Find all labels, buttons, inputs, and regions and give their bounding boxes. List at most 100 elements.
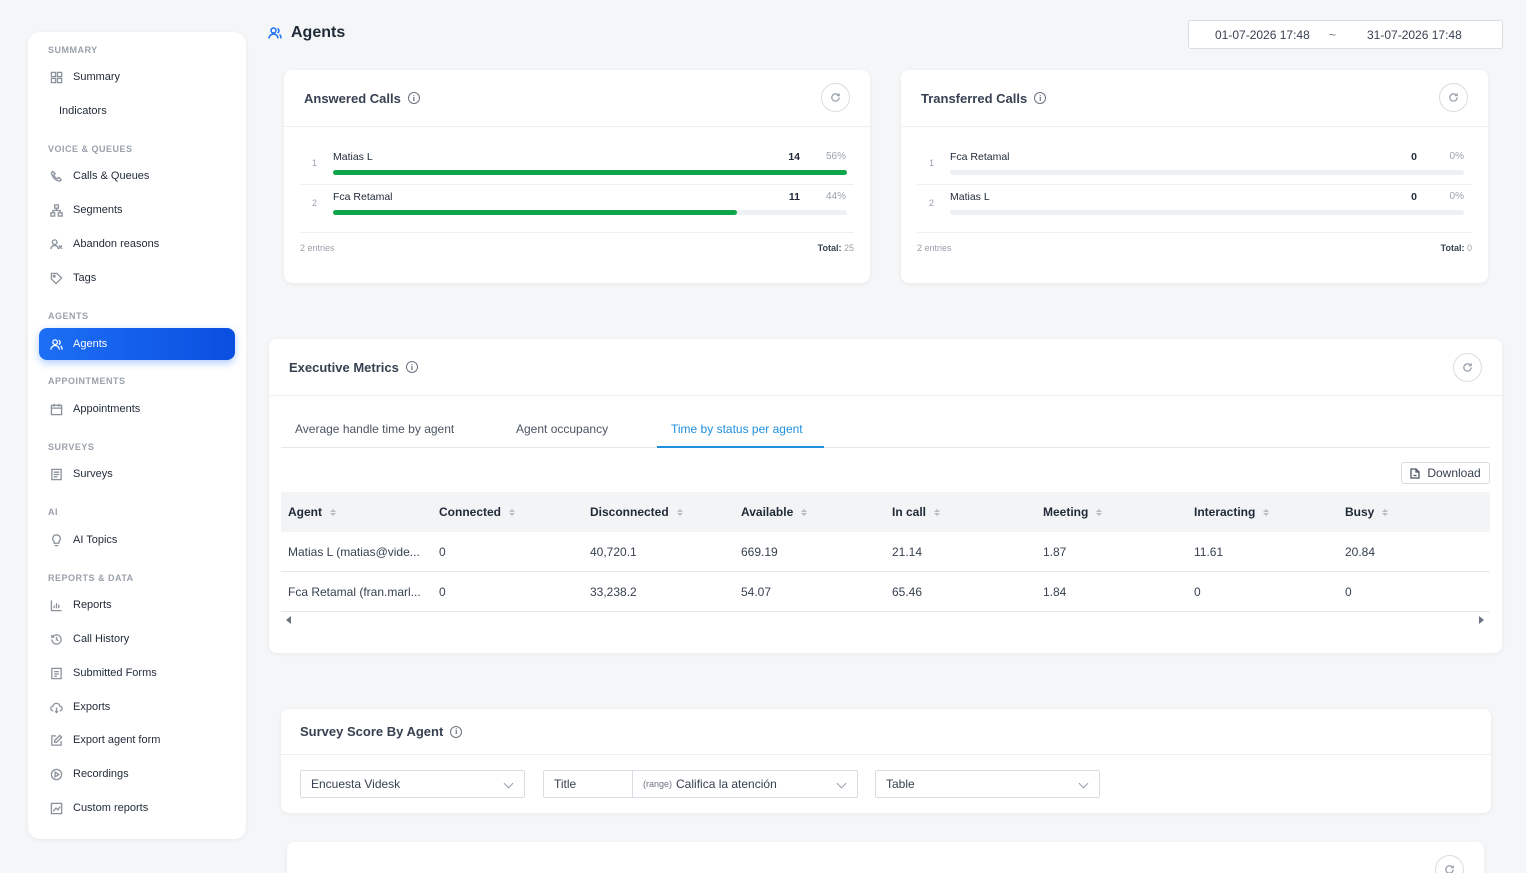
download-button[interactable]: Download xyxy=(1401,462,1490,484)
column-header-meeting[interactable]: Meeting xyxy=(1043,505,1103,519)
question-select-value: Califica la atención xyxy=(676,777,777,791)
sidebar-item-label: Agents xyxy=(73,338,108,350)
tab-average-handle-time[interactable]: Average handle time by agent xyxy=(295,422,455,436)
sidebar-item-indicators[interactable]: Indicators xyxy=(39,95,235,127)
cloud-icon xyxy=(49,700,63,714)
sidebar-item-abandon-reasons[interactable]: Abandon reasons xyxy=(39,228,235,260)
date-range-picker[interactable]: 01-07-2026 17:48 ~ 31-07-2026 17:48 xyxy=(1188,20,1503,49)
next-card xyxy=(287,842,1484,873)
info-icon[interactable]: i xyxy=(407,92,420,104)
cell-meeting: 1.84 xyxy=(1043,585,1067,599)
cell-in-call: 65.46 xyxy=(892,585,923,599)
sidebar-item-surveys[interactable]: Surveys xyxy=(39,458,235,490)
progress-fill xyxy=(333,170,847,175)
tab-divider xyxy=(281,447,1490,448)
scroll-left-arrow[interactable] xyxy=(286,616,291,624)
cell-disconnected: 40,720.1 xyxy=(590,545,637,559)
sidebar-item-label: Summary xyxy=(73,71,121,83)
view-select[interactable]: Table xyxy=(875,770,1100,798)
date-start[interactable]: 01-07-2026 17:48 xyxy=(1215,27,1310,42)
sidebar-section-surveys: SURVEYS xyxy=(48,442,95,452)
sidebar-item-ai-topics[interactable]: AI Topics xyxy=(39,524,235,556)
cell-connected: 0 xyxy=(439,545,446,559)
sidebar: SUMMARY Summary Indicators VOICE & QUEUE… xyxy=(28,32,246,839)
chevron-down-icon xyxy=(836,778,847,789)
sidebar-item-label: Segments xyxy=(73,204,123,216)
cell-busy: 0 xyxy=(1345,585,1352,599)
sidebar-item-summary[interactable]: Summary xyxy=(39,61,235,93)
refresh-button[interactable] xyxy=(1439,83,1468,112)
rank: 2 xyxy=(312,198,318,208)
agents-icon xyxy=(49,337,63,351)
tab-time-by-status[interactable]: Time by status per agent xyxy=(671,422,803,436)
card-title: Survey Score By Agent xyxy=(300,724,444,739)
sort-icon xyxy=(801,508,808,516)
sidebar-item-segments[interactable]: Segments xyxy=(39,194,235,226)
range-tag: (range) xyxy=(643,779,673,789)
sort-icon xyxy=(676,508,683,516)
edit-icon xyxy=(49,733,63,747)
progress-bar xyxy=(950,210,1464,215)
sidebar-item-submitted-forms[interactable]: Submitted Forms xyxy=(39,657,235,689)
bulb-icon xyxy=(49,533,63,547)
call-percent: 0% xyxy=(1449,191,1464,202)
sidebar-item-agents[interactable]: Agents xyxy=(39,328,235,360)
form-icon xyxy=(49,666,63,680)
call-percent: 44% xyxy=(825,191,846,202)
sidebar-item-label: Exports xyxy=(73,701,111,713)
sidebar-item-label: Submitted Forms xyxy=(73,667,157,679)
column-header-available[interactable]: Available xyxy=(741,505,808,519)
sidebar-section-voice: VOICE & QUEUES xyxy=(48,144,133,154)
sidebar-item-export-agent-form[interactable]: Export agent form xyxy=(39,724,235,756)
sort-icon xyxy=(934,508,941,516)
refresh-icon xyxy=(1449,93,1458,102)
column-header-busy[interactable]: Busy xyxy=(1345,505,1389,519)
sidebar-item-calls-queues[interactable]: Calls & Queues xyxy=(39,160,235,192)
sort-icon xyxy=(1096,508,1103,516)
sidebar-section-ai: AI xyxy=(48,507,58,517)
title-select[interactable]: Title xyxy=(543,770,633,798)
info-icon[interactable]: i xyxy=(405,361,418,373)
call-count: 0 xyxy=(1411,151,1417,163)
refresh-button[interactable] xyxy=(1453,353,1482,382)
rank: 1 xyxy=(312,158,318,168)
sidebar-item-custom-reports[interactable]: Custom reports xyxy=(39,792,235,824)
agent-name: Fca Retamal xyxy=(950,151,1010,163)
sort-icon xyxy=(1263,508,1270,516)
column-header-interacting[interactable]: Interacting xyxy=(1194,505,1270,519)
entries-count: 2 entries xyxy=(300,243,335,253)
call-percent: 0% xyxy=(1449,151,1464,162)
sidebar-item-call-history[interactable]: Call History xyxy=(39,623,235,655)
sidebar-item-label: Indicators xyxy=(59,105,107,117)
info-icon[interactable]: i xyxy=(450,725,463,738)
survey-select[interactable]: Encuesta Videsk xyxy=(300,770,525,798)
sort-icon xyxy=(330,508,336,516)
page-title-text: Agents xyxy=(291,24,346,41)
refresh-button[interactable] xyxy=(821,83,850,112)
sidebar-item-tags[interactable]: Tags xyxy=(39,262,235,294)
sort-icon xyxy=(1382,508,1389,516)
sidebar-item-reports[interactable]: Reports xyxy=(39,589,235,621)
total-value: 0 xyxy=(1466,243,1472,253)
sort-icon xyxy=(509,508,516,516)
tab-agent-occupancy[interactable]: Agent occupancy xyxy=(516,422,609,436)
column-header-disconnected[interactable]: Disconnected xyxy=(590,505,683,519)
sidebar-item-recordings[interactable]: Recordings xyxy=(39,758,235,790)
refresh-button[interactable] xyxy=(1435,855,1464,873)
call-count: 14 xyxy=(788,151,800,163)
calendar-icon xyxy=(49,402,63,416)
column-header-agent[interactable]: Agent xyxy=(288,505,336,519)
question-select[interactable]: (range) Califica la atención xyxy=(632,770,858,798)
date-separator: ~ xyxy=(1329,27,1337,42)
info-icon[interactable]: i xyxy=(1034,92,1047,104)
column-header-connected[interactable]: Connected xyxy=(439,505,516,519)
total: Total: 25 xyxy=(818,243,854,253)
column-header-in-call[interactable]: In call xyxy=(892,505,941,519)
sidebar-item-exports[interactable]: Exports xyxy=(39,691,235,723)
tag-icon xyxy=(49,271,63,285)
entries-count: 2 entries xyxy=(917,243,952,253)
date-end[interactable]: 31-07-2026 17:48 xyxy=(1367,27,1462,42)
chart-icon xyxy=(49,598,63,612)
sidebar-item-appointments[interactable]: Appointments xyxy=(39,393,235,425)
scroll-right-arrow[interactable] xyxy=(1479,616,1484,624)
